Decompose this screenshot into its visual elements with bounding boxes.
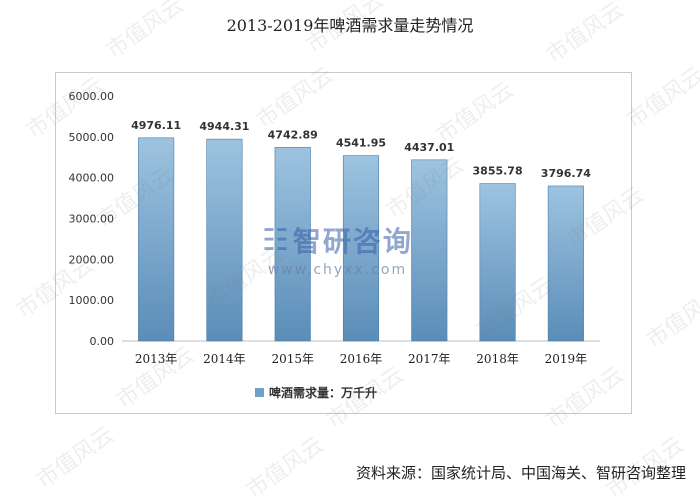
y-tick-label: 6000.00 — [69, 90, 115, 103]
x-tick-label: 2018年 — [476, 352, 519, 366]
x-tick-label: 2014年 — [203, 352, 246, 366]
watermark-tile: 市值风云 — [32, 422, 119, 494]
bar-value-label: 4976.11 — [131, 119, 181, 132]
x-tick-label: 2017年 — [408, 352, 451, 366]
x-tick-label: 2013年 — [135, 352, 178, 366]
bar — [547, 185, 584, 342]
x-tick-label: 2015年 — [271, 352, 314, 366]
bar — [274, 147, 311, 342]
chart-title: 2013-2019年啤酒需求量走势情况 — [226, 16, 474, 35]
bar-value-label: 4437.01 — [404, 141, 454, 154]
bar — [479, 183, 516, 342]
bar-chart: 0.00 1000.00 2000.00 3000.00 4000.00 5000.00 6… — [69, 90, 600, 400]
watermark-tile: 市值风云 — [642, 282, 700, 354]
bar-value-label: 3796.74 — [541, 167, 591, 180]
bar-value-label: 3855.78 — [473, 165, 523, 178]
bar — [411, 159, 448, 342]
source-note: 资料来源：国家统计局、中国海关、智研咨询整理 — [355, 464, 686, 482]
y-tick-label: 5000.00 — [69, 131, 115, 144]
x-tick-label: 2019年 — [545, 352, 588, 366]
bar — [206, 138, 243, 342]
y-tick-label: 2000.00 — [69, 253, 115, 266]
y-tick-label: 1000.00 — [69, 294, 115, 307]
legend: 啤酒需求量：万千升 — [255, 385, 377, 400]
y-tick-label: 4000.00 — [69, 172, 115, 185]
watermark-tile: 市值风云 — [242, 432, 329, 504]
bar — [138, 137, 175, 342]
y-tick-label: 3000.00 — [69, 213, 115, 226]
bar-value-label: 4541.95 — [336, 137, 386, 150]
legend-label: 啤酒需求量：万千升 — [269, 385, 377, 400]
bar-value-label: 4742.89 — [268, 128, 318, 141]
x-axis: 2013年 2014年 2015年 2016年 2017年 2018年 2019年 — [135, 352, 587, 366]
bar-value-label: 4944.31 — [199, 120, 249, 133]
y-tick-label: 0.00 — [90, 335, 115, 348]
bar — [342, 155, 380, 342]
bars-group: 4976.11 4944.31 4742.89 4541.95 4437.01 3855.… — [131, 119, 591, 342]
legend-swatch — [255, 388, 264, 397]
x-tick-label: 2016年 — [340, 352, 383, 366]
